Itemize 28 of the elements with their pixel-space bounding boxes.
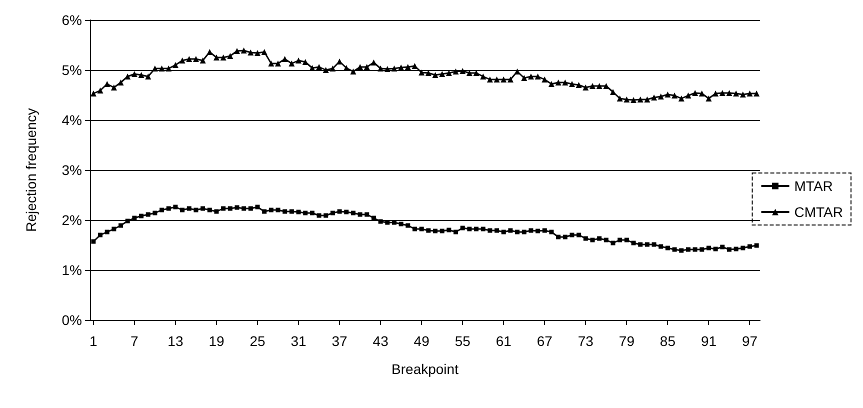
x-tick-label: 7 (130, 333, 139, 349)
x-tick-label: 19 (208, 333, 224, 349)
x-tick-label: 13 (168, 333, 184, 349)
x-tick-label: 85 (660, 333, 676, 349)
y-tick-label: 0% (62, 312, 82, 328)
x-tick-label: 67 (536, 333, 553, 349)
legend-label: CMTAR (794, 204, 843, 220)
x-tick-label: 91 (700, 333, 717, 349)
x-tick-label: 43 (372, 333, 389, 349)
x-tick-label: 37 (332, 333, 348, 349)
x-tick-label: 79 (618, 333, 635, 349)
legend-label: MTAR (794, 178, 833, 194)
y-tick-label: 5% (62, 62, 82, 78)
y-tick-label: 3% (62, 162, 82, 178)
y-axis-title: Rejection frequency (23, 108, 39, 232)
y-tick-label: 4% (62, 112, 82, 128)
x-tick-label: 25 (250, 333, 266, 349)
x-axis-title: Breakpoint (392, 361, 459, 377)
x-tick-label: 31 (290, 333, 307, 349)
y-tick-label: 2% (62, 212, 82, 228)
x-tick-label: 49 (414, 333, 430, 349)
x-tick-label: 97 (742, 333, 758, 349)
x-tick-label: 1 (90, 333, 98, 349)
x-tick-label: 55 (454, 333, 471, 349)
y-tick-label: 1% (62, 262, 82, 278)
y-tick-label: 6% (62, 12, 82, 28)
x-tick-label: 61 (496, 333, 512, 349)
x-tick-label: 73 (578, 333, 594, 349)
